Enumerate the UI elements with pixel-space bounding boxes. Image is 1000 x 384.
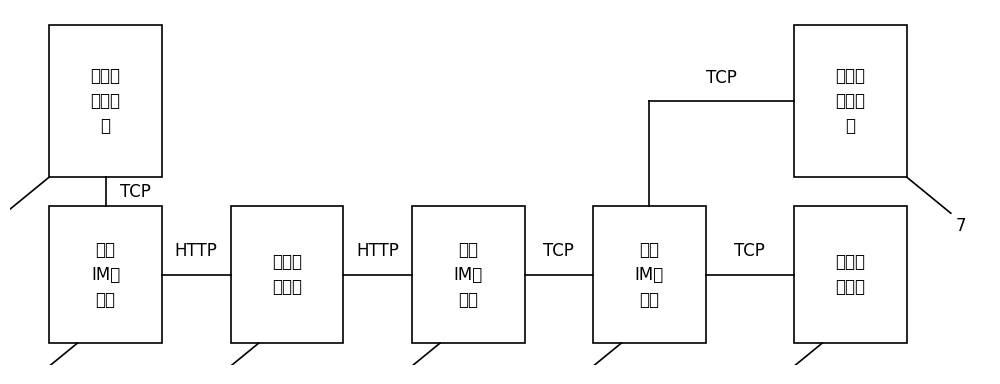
Text: 6: 6 (763, 383, 773, 384)
Text: 4: 4 (380, 383, 391, 384)
Bar (794, 206, 907, 343)
Text: HTTP: HTTP (175, 242, 218, 260)
Text: 3: 3 (199, 383, 210, 384)
Bar (593, 206, 706, 343)
Text: 外网移
动客户
端: 外网移 动客户 端 (91, 67, 121, 135)
Text: TCP: TCP (543, 242, 574, 260)
Bar (230, 206, 343, 343)
Bar (49, 25, 162, 177)
Text: TCP: TCP (706, 69, 737, 87)
Text: 内网
IM适
配器: 内网 IM适 配器 (454, 240, 483, 309)
Text: HTTP: HTTP (356, 242, 399, 260)
Text: 2: 2 (18, 383, 28, 384)
Bar (49, 206, 162, 343)
Bar (412, 206, 524, 343)
Text: 安全隔
离网闸: 安全隔 离网闸 (272, 253, 302, 296)
Text: 桌面端
客户端: 桌面端 客户端 (835, 253, 865, 296)
Bar (794, 25, 907, 177)
Text: TCP: TCP (120, 182, 151, 200)
Text: TCP: TCP (734, 242, 765, 260)
Text: 外网
IM适
配器: 外网 IM适 配器 (91, 240, 120, 309)
Text: 内网移
动客户
端: 内网移 动客户 端 (835, 67, 865, 135)
Text: 5: 5 (562, 383, 572, 384)
Text: 7: 7 (956, 217, 966, 235)
Text: 内网
IM服
务器: 内网 IM服 务器 (635, 240, 664, 309)
